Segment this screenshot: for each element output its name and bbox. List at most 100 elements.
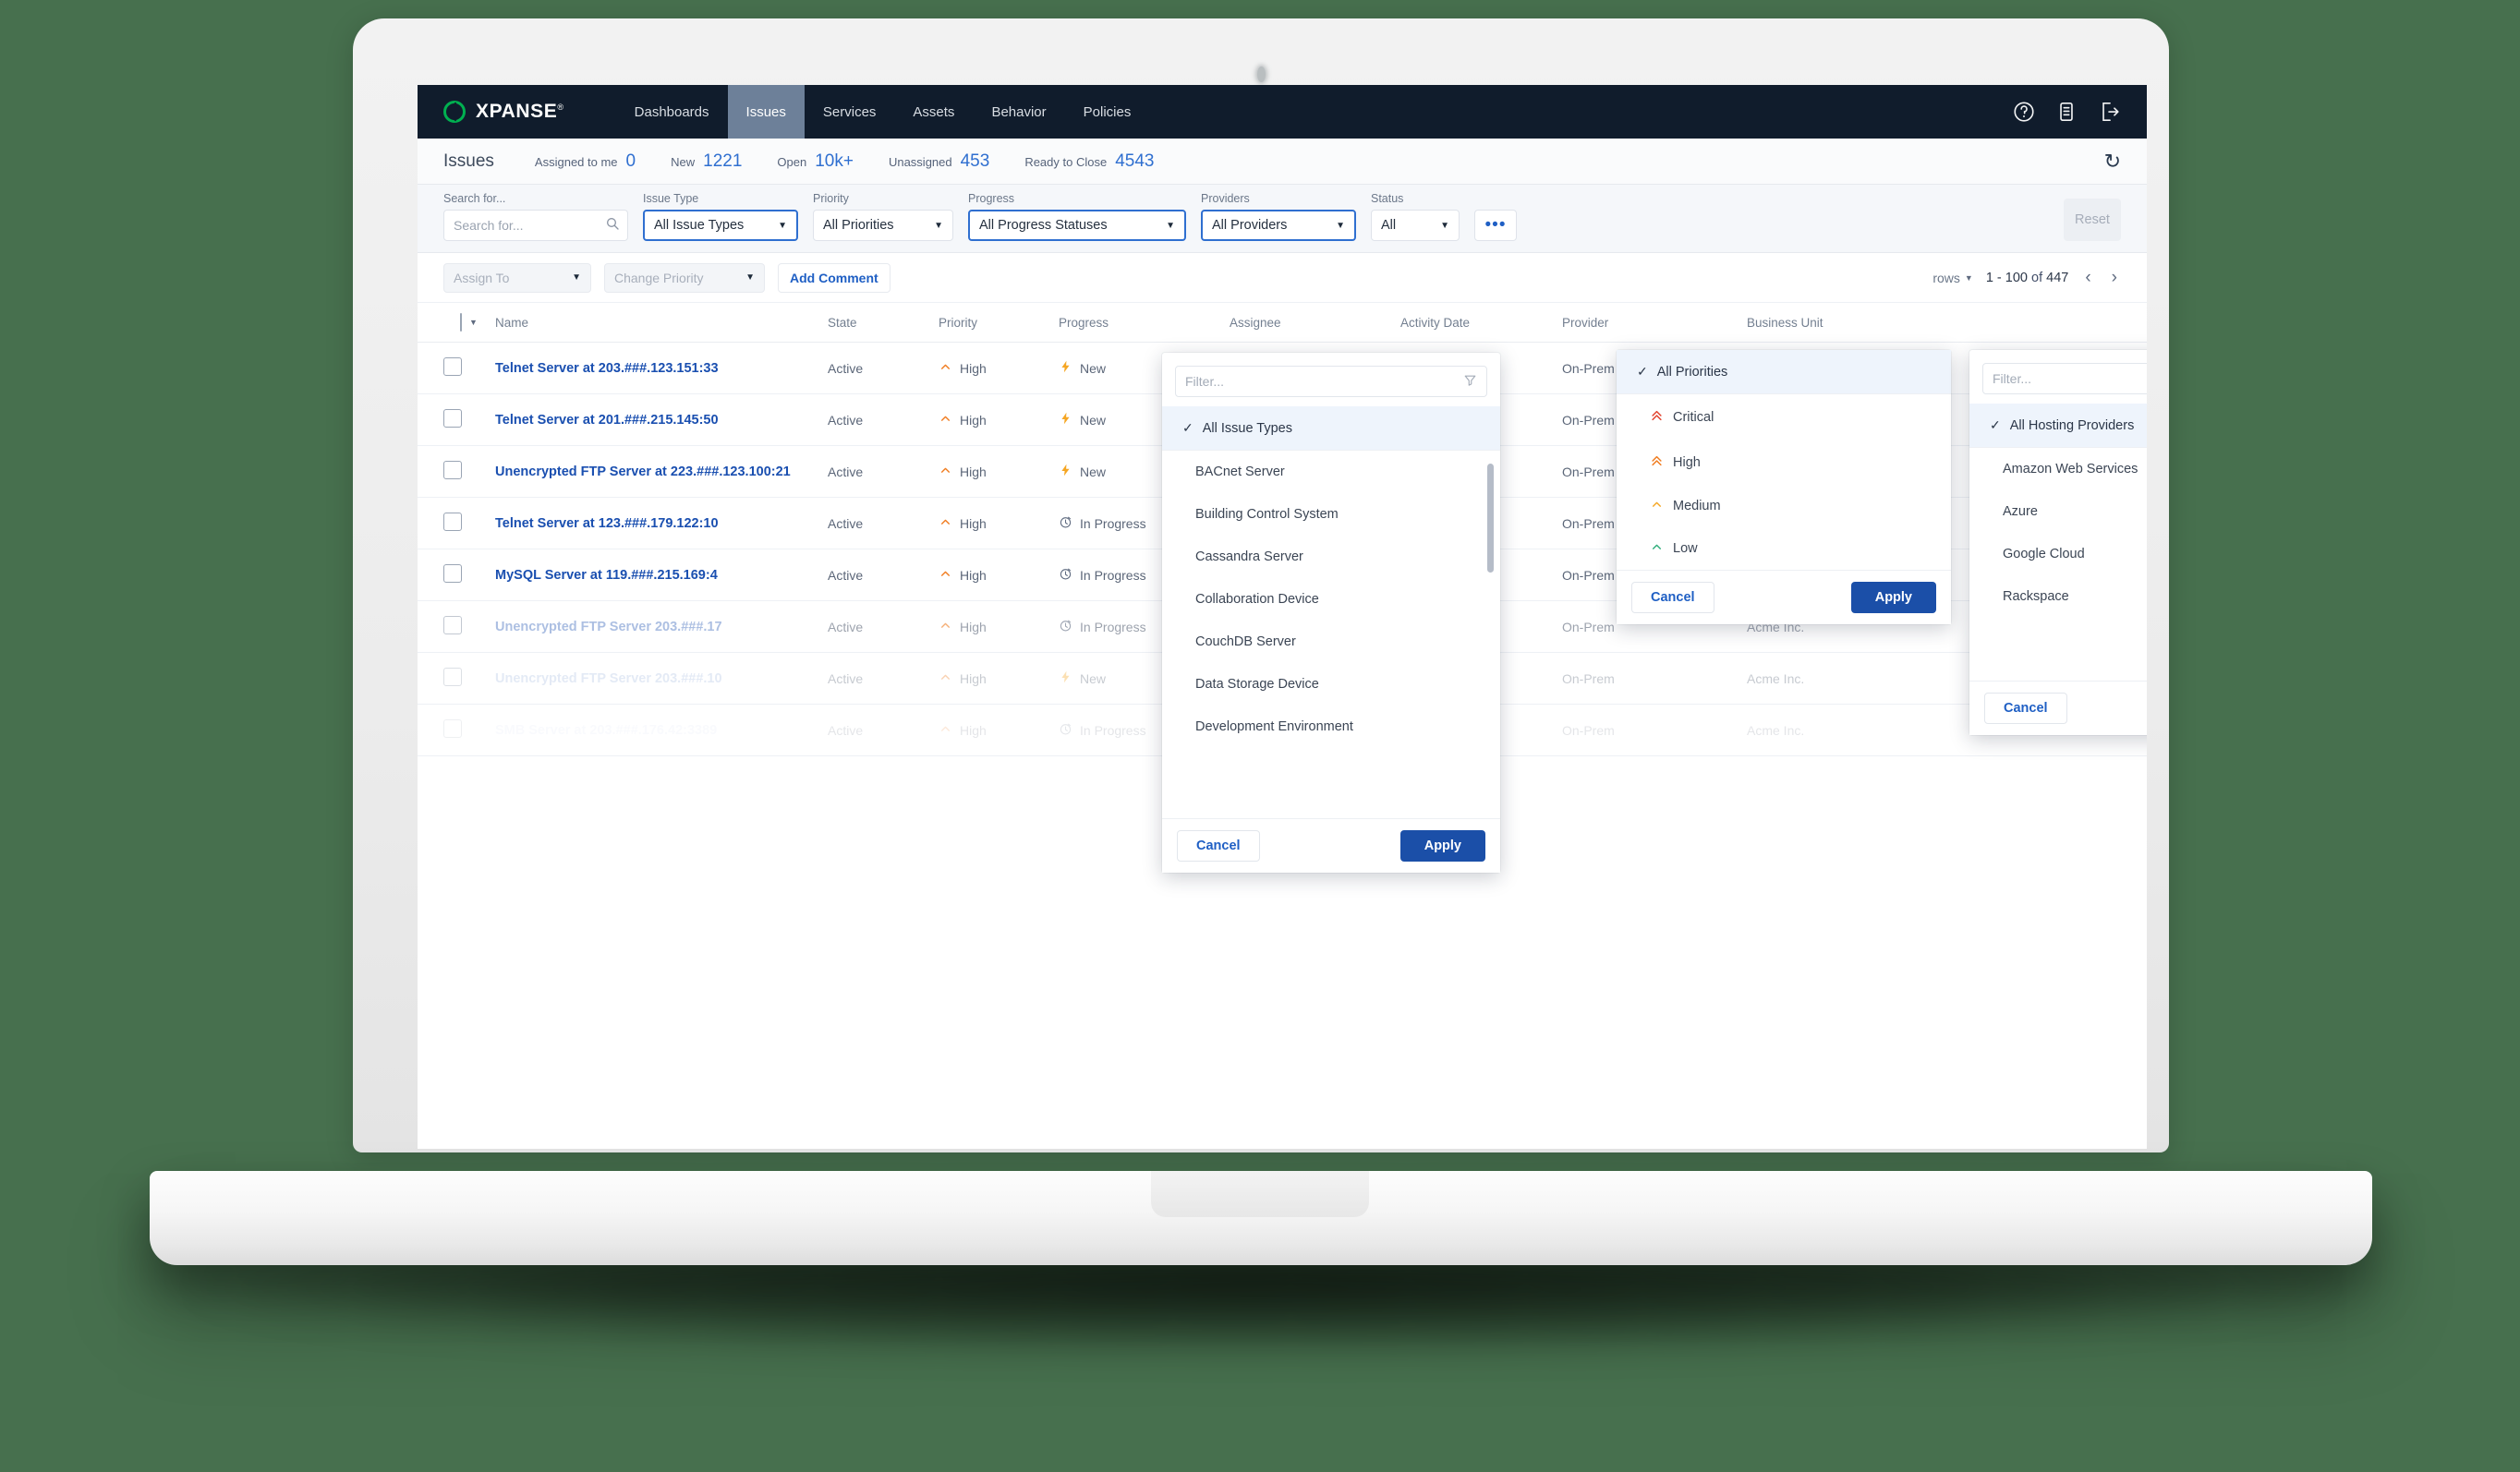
stat-value: 4543: [1115, 151, 1155, 171]
stat-assigned-to-me[interactable]: Assigned to me 0: [535, 151, 636, 172]
issue-type-cancel-button[interactable]: Cancel: [1177, 830, 1260, 862]
row-checkbox[interactable]: [443, 357, 462, 376]
issue-name-link[interactable]: Unencrypted FTP Server at 223.###.123.10…: [495, 465, 791, 479]
column-header-assignee[interactable]: Assignee: [1220, 303, 1391, 343]
column-header-provider[interactable]: Provider: [1553, 303, 1738, 343]
provider-option[interactable]: Azure: [1969, 490, 2147, 533]
row-checkbox[interactable]: [443, 616, 462, 634]
column-header-activity-date[interactable]: Activity Date: [1391, 303, 1553, 343]
issue-name-link[interactable]: Telnet Server at 123.###.179.122:10: [495, 516, 719, 531]
issue-type-option[interactable]: Collaboration Device: [1162, 578, 1500, 621]
logout-icon[interactable]: [2097, 100, 2121, 124]
search-input[interactable]: Search for...: [443, 210, 628, 241]
priority-option-all[interactable]: ✓ All Priorities: [1617, 350, 1951, 394]
brand-logo[interactable]: XPANSE®: [418, 85, 564, 139]
priority-chevron-icon: [939, 671, 952, 686]
providers-select[interactable]: All Providers ▼: [1201, 210, 1356, 241]
issue-name-link[interactable]: MySQL Server at 119.###.215.169:4: [495, 568, 718, 583]
select-all-checkbox[interactable]: [460, 313, 462, 332]
issue-type-option[interactable]: Development Environment: [1162, 706, 1500, 748]
priority-apply-button[interactable]: Apply: [1850, 582, 1936, 613]
page-of: of: [2031, 270, 2043, 285]
chevron-down-icon: ▼: [1440, 220, 1449, 231]
column-header-progress[interactable]: Progress: [1049, 303, 1220, 343]
filter-label-progress: Progress: [968, 192, 1015, 205]
issue-name-link[interactable]: Unencrypted FTP Server 203.###.10: [495, 671, 722, 686]
nav-item-behavior[interactable]: Behavior: [991, 103, 1047, 120]
priority-option[interactable]: Medium: [1617, 485, 1951, 527]
stat-new[interactable]: New 1221: [671, 151, 742, 172]
reset-filters-button[interactable]: Reset: [2064, 199, 2121, 241]
issue-type-filter-input[interactable]: Filter...: [1175, 366, 1487, 397]
priority-option[interactable]: Low: [1617, 527, 1951, 570]
issue-type-all-label: All Issue Types: [1202, 420, 1292, 436]
progress-value: All Progress Statuses: [979, 218, 1108, 233]
issue-name-link[interactable]: Unencrypted FTP Server 203.###.17: [495, 620, 722, 634]
next-page-button[interactable]: ›: [2111, 267, 2117, 287]
status-select[interactable]: All ▼: [1371, 210, 1460, 241]
stat-ready-to-close[interactable]: Ready to Close 4543: [1024, 151, 1154, 172]
issue-name-link[interactable]: Telnet Server at 203.###.123.151:33: [495, 361, 719, 376]
chevron-down-icon[interactable]: ▼: [469, 318, 478, 327]
priority-option[interactable]: High: [1617, 440, 1951, 485]
row-checkbox[interactable]: [443, 461, 462, 479]
issue-type-select[interactable]: All Issue Types ▼: [643, 210, 798, 241]
column-header-priority[interactable]: Priority: [929, 303, 1049, 343]
progress-select[interactable]: All Progress Statuses ▼: [968, 210, 1186, 241]
priority-select[interactable]: All Priorities ▼: [813, 210, 953, 241]
filter-priority: Priority All Priorities ▼: [813, 192, 953, 241]
column-header-business-unit[interactable]: Business Unit: [1738, 303, 2147, 343]
nav-item-assets[interactable]: Assets: [913, 103, 955, 120]
issue-type-scrollbar-thumb[interactable]: [1487, 464, 1494, 573]
row-checkbox[interactable]: [443, 409, 462, 428]
column-header-state[interactable]: State: [818, 303, 929, 343]
add-comment-button[interactable]: Add Comment: [778, 262, 890, 293]
issue-type-apply-button[interactable]: Apply: [1399, 830, 1485, 862]
issue-type-option[interactable]: CouchDB Server: [1162, 621, 1500, 663]
more-filters-button[interactable]: •••: [1474, 210, 1517, 241]
chevron-down-icon: ▼: [1336, 220, 1345, 231]
providers-cancel-button[interactable]: Cancel: [1984, 693, 2067, 724]
rows-per-page-select[interactable]: rows ▼: [1932, 271, 1972, 285]
issues-table-head: ▼ Name State Priority Progress Assignee …: [418, 303, 2147, 343]
row-checkbox[interactable]: [443, 513, 462, 531]
issue-type-option[interactable]: BACnet Server: [1162, 451, 1500, 493]
priority-option[interactable]: Critical: [1617, 394, 1951, 440]
row-checkbox[interactable]: [443, 668, 462, 686]
assign-to-select[interactable]: Assign To ▼: [443, 262, 591, 293]
issue-type-option-all[interactable]: ✓ All Issue Types: [1162, 406, 1500, 451]
help-circle-icon[interactable]: [2012, 100, 2036, 124]
provider-option[interactable]: Google Cloud: [1969, 533, 2147, 575]
stat-open[interactable]: Open 10k+: [777, 151, 854, 172]
provider-option-label: Google Cloud: [2003, 547, 2085, 561]
providers-option-list: Amazon Web Services Azure Google Cloud Rack…: [1969, 448, 2147, 681]
issue-name-link[interactable]: Telnet Server at 201.###.215.145:50: [495, 413, 719, 428]
providers-option-all[interactable]: ✓ All Hosting Providers: [1969, 404, 2147, 448]
row-name-cell: Telnet Server at 201.###.215.145:50: [486, 393, 818, 446]
prev-page-button[interactable]: ‹: [2085, 267, 2091, 287]
nav-item-policies[interactable]: Policies: [1083, 103, 1132, 120]
row-checkbox[interactable]: [443, 564, 462, 583]
refresh-icon[interactable]: ↻: [2103, 149, 2121, 173]
nav-item-dashboards[interactable]: Dashboards: [634, 103, 709, 120]
column-header-name[interactable]: Name: [486, 303, 818, 343]
row-checkbox[interactable]: [443, 719, 462, 738]
issue-type-option[interactable]: Data Storage Device: [1162, 663, 1500, 706]
issue-type-option[interactable]: Building Control System: [1162, 493, 1500, 536]
nav-item-issues[interactable]: Issues: [727, 85, 805, 139]
change-priority-select[interactable]: Change Priority ▼: [604, 262, 765, 293]
progress-value: New: [1080, 412, 1107, 428]
provider-option[interactable]: Amazon Web Services: [1969, 448, 2147, 490]
issue-name-link[interactable]: SMB Server at 203.###.176.42:3389: [495, 723, 717, 738]
stat-unassigned[interactable]: Unassigned 453: [889, 151, 989, 172]
row-state-cell: Active: [818, 445, 929, 498]
providers-filter-input[interactable]: Filter...: [1982, 363, 2147, 394]
provider-option[interactable]: Rackspace: [1969, 575, 2147, 618]
document-icon[interactable]: [2054, 100, 2078, 124]
filter-label-search: Search for...: [443, 192, 506, 205]
priority-value: High: [960, 722, 987, 738]
issue-type-option[interactable]: Cassandra Server: [1162, 536, 1500, 578]
priority-cancel-button[interactable]: Cancel: [1631, 582, 1714, 613]
row-state-cell: Active: [818, 652, 929, 705]
nav-item-services[interactable]: Services: [822, 103, 877, 120]
